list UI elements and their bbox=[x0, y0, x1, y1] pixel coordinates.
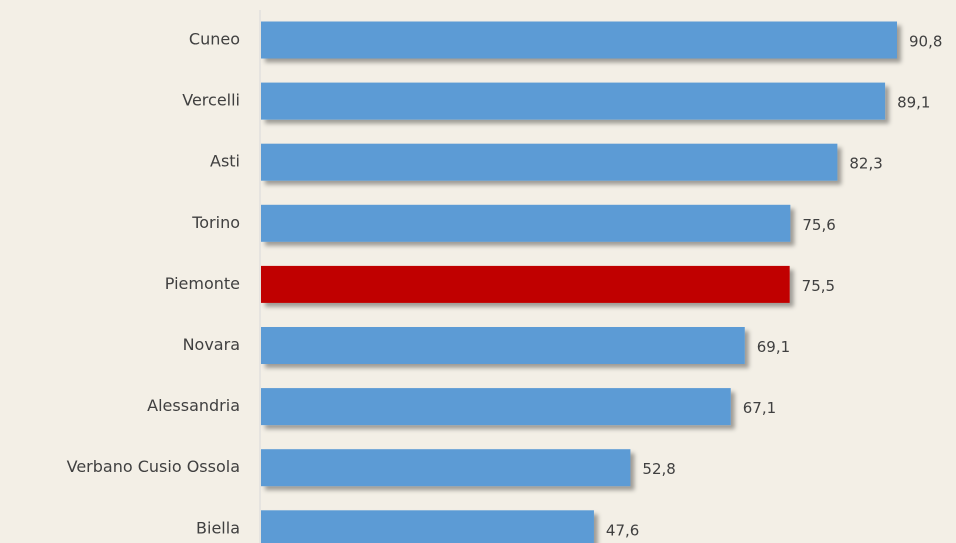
bar bbox=[261, 143, 838, 181]
value-label: 67,1 bbox=[743, 399, 776, 417]
bar bbox=[261, 82, 886, 120]
value-label: 82,3 bbox=[849, 155, 882, 173]
category-label: Piemonte bbox=[165, 274, 240, 293]
value-label: 47,6 bbox=[606, 521, 639, 539]
bar bbox=[261, 449, 631, 487]
bar bbox=[261, 327, 745, 364]
category-label: Verbano Cusio Ossola bbox=[67, 457, 240, 476]
category-label: Cuneo bbox=[189, 30, 240, 49]
bar bbox=[261, 265, 790, 303]
value-label: 52,8 bbox=[642, 460, 675, 478]
category-label: Asti bbox=[210, 152, 240, 171]
bar bbox=[261, 388, 731, 426]
value-label: 90,8 bbox=[909, 33, 942, 51]
bar bbox=[261, 21, 897, 59]
category-label: Alessandria bbox=[147, 396, 240, 415]
category-label: Vercelli bbox=[182, 91, 240, 110]
value-label: 75,5 bbox=[802, 277, 835, 295]
value-label: 69,1 bbox=[757, 338, 790, 356]
category-label: Biella bbox=[196, 518, 240, 537]
value-label: 89,1 bbox=[897, 94, 930, 112]
category-label: Novara bbox=[183, 335, 240, 354]
category-label: Torino bbox=[191, 213, 240, 232]
bar bbox=[261, 204, 791, 242]
value-label: 75,6 bbox=[802, 216, 835, 234]
bar bbox=[261, 510, 594, 543]
